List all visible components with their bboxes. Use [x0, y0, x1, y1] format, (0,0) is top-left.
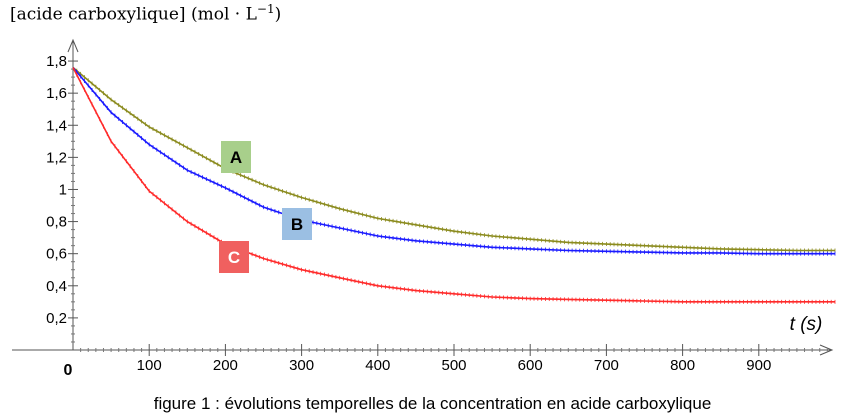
y-tick-label: 1,6	[46, 85, 67, 102]
axes: t (s)	[12, 38, 834, 356]
x-tick-label: 500	[441, 357, 466, 374]
origin-label: 0	[64, 362, 73, 379]
y-axis-label: [acide carboxylique] (mol · L−1)	[10, 2, 282, 25]
x-axis-label: t (s)	[790, 314, 823, 335]
x-tick-label: 700	[594, 357, 619, 374]
figure-caption: figure 1 : évolutions temporelles de la …	[153, 394, 712, 413]
y-tick-label: 0,2	[46, 310, 67, 327]
x-tick-label: 800	[670, 357, 695, 374]
series-line-b	[72, 66, 835, 255]
x-tick-label: 200	[213, 357, 238, 374]
series-line-c	[72, 67, 835, 303]
series-badge-label-b: B	[291, 215, 303, 234]
series-badge-a	[221, 141, 251, 173]
x-tick-label: 600	[518, 357, 543, 374]
line-chart: t (s) 100 200 300 400 500 600 700 800 900 0 0,2 0,4…	[12, 38, 836, 379]
series-badge-c	[219, 241, 249, 273]
y-tick-label: 1,2	[46, 149, 67, 166]
y-tick-label: 0,6	[46, 246, 67, 263]
y-tick-label: 0,4	[46, 278, 67, 295]
y-tick-label: 1	[59, 181, 67, 198]
series-badge-b	[282, 208, 312, 240]
tick-marks: 100 200 300 400 500 600 700 800 900 0 0,2 0,4 0,6 0,8…	[46, 53, 828, 379]
y-tick-label: 0,8	[46, 214, 67, 231]
y-tick-label: 1,4	[46, 117, 67, 134]
y-tick-label: 1,8	[46, 53, 67, 70]
series-group	[72, 66, 836, 304]
y-axis-arrow	[67, 38, 79, 53]
series-badge-label-c: C	[228, 248, 240, 267]
x-tick-label: 400	[365, 357, 390, 374]
x-tick-label: 300	[289, 357, 314, 374]
series-badge-label-a: A	[230, 148, 242, 167]
x-tick-label: 900	[746, 357, 771, 374]
x-tick-label: 100	[137, 357, 162, 374]
x-axis-arrow	[819, 344, 834, 356]
series-badges: A B C	[219, 141, 312, 273]
